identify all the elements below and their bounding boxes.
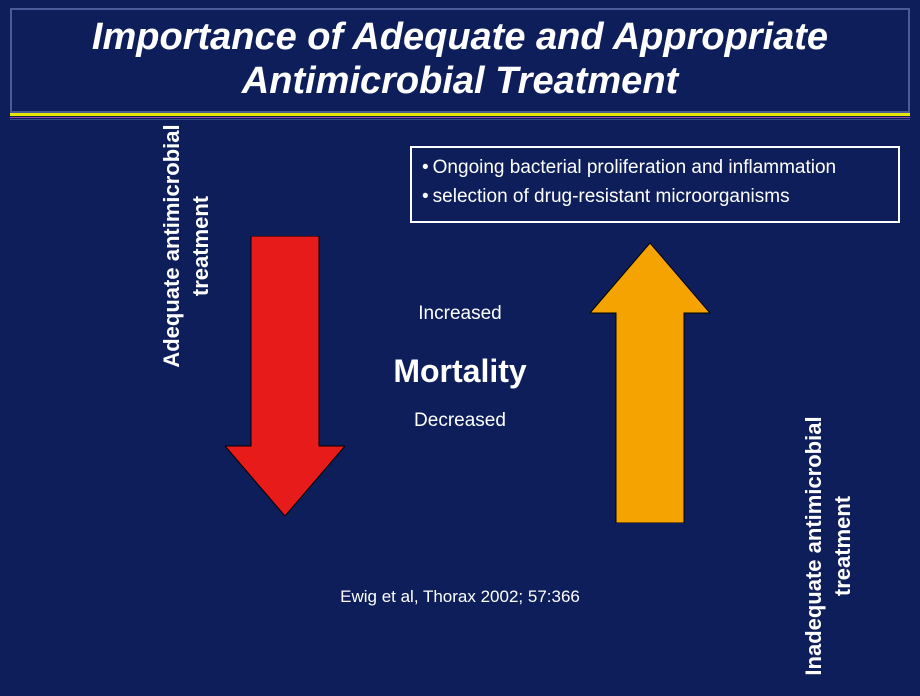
decreased-label: Decreased [365, 410, 555, 432]
arrow-up-icon [590, 243, 710, 523]
callout-line-1: Ongoing bacterial proliferation and infl… [422, 154, 888, 183]
right-vertical-label: Inadequate antimicrobial treatment [800, 396, 857, 696]
right-label-line1: Inadequate antimicrobial [801, 416, 826, 675]
slide-title: Importance of Adequate and Appropriate A… [22, 16, 898, 103]
left-label-line2: treatment [188, 196, 213, 296]
callout-line-2: selection of drug-resistant microorganis… [422, 183, 888, 212]
left-label-line1: Adequate antimicrobial [159, 124, 184, 367]
right-label-line2: treatment [830, 496, 855, 596]
rule-thin-2 [10, 119, 910, 120]
callout-box: Ongoing bacterial proliferation and infl… [410, 146, 900, 223]
rule-yellow [10, 113, 910, 116]
arrow-down-icon [225, 236, 345, 516]
citation: Ewig et al, Thorax 2002; 57:366 [0, 587, 920, 607]
mortality-label: Mortality [365, 353, 555, 390]
center-block: Increased Mortality Decreased [365, 303, 555, 432]
increased-label: Increased [365, 303, 555, 325]
left-vertical-label: Adequate antimicrobial treatment [158, 96, 215, 396]
rule-thin-1 [10, 117, 910, 118]
title-box: Importance of Adequate and Appropriate A… [10, 8, 910, 113]
